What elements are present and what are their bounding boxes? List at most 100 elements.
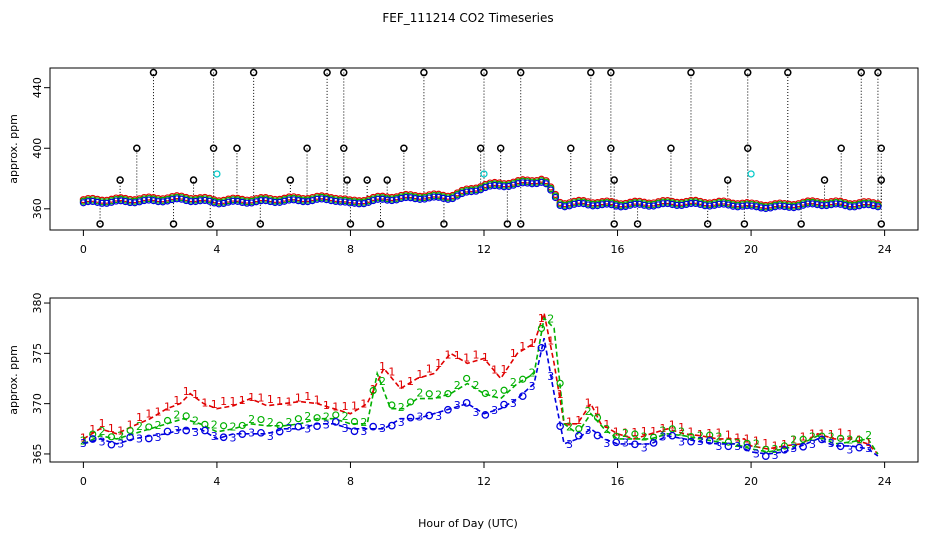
bottom-y-tick-label: 375 [31,343,44,364]
series3-point [874,203,882,211]
series3-point [355,200,363,208]
outlier-point [496,144,505,152]
series-1-marker: 1 [753,435,760,448]
series-2-marker: 2 [192,415,199,428]
series3-point [159,198,167,206]
series3-point [463,188,471,196]
series-3-point [574,431,583,440]
outlier-point [249,68,258,77]
series-1-marker: 1 [276,395,283,408]
outlier-point [480,68,488,77]
series-3-marker: 3 [229,432,236,445]
series3-point [495,182,503,190]
series-3-line [83,338,879,457]
series-2-point [593,413,602,422]
series-3-point [836,442,845,451]
series3-point [346,199,354,207]
series3-point [117,197,125,205]
series3-point [84,198,92,206]
series3-point [397,194,405,203]
series-2-marker: 2 [585,405,592,418]
series3-point [89,197,97,206]
series3-point [383,196,391,204]
series-2-point [406,398,415,406]
series-3-point [705,436,714,445]
series-2-marker: 2 [360,416,367,429]
series3-point [444,195,452,203]
series3-point [579,200,588,208]
series-3-point [556,422,564,431]
series-1-marker: 1 [575,414,582,427]
bottom-x-axis: 0 4 8 12 16 20 24 [80,462,892,488]
outlier-point [857,68,865,77]
series-2-marker: 2 [566,420,573,433]
series-1-marker: 1 [519,340,526,353]
series3-point [149,197,158,205]
series-3-marker: 3 [323,418,330,431]
series-2-point [799,435,807,443]
series-2-point [425,390,433,398]
series-2-point [388,401,396,409]
series3-point [598,201,606,209]
series-2-marker: 2 [641,430,648,443]
series3-point [729,202,737,210]
series3-point [687,199,695,208]
series3-point [822,201,831,210]
series-3-marker: 3 [678,436,685,449]
series-2-marker: 2 [117,430,124,443]
series3-point [575,199,583,207]
series3-point [252,198,260,206]
top-x-tick-label: 8 [347,243,354,256]
series3-point [710,201,718,209]
series3-point [603,200,611,208]
series3-point [229,197,237,205]
series-1-marker: 1 [239,394,246,407]
series-2-marker: 2 [659,424,666,437]
series-3-point [668,431,677,440]
bottom-y-tick-label: 365 [31,443,44,464]
figure-title: FEF_111214 CO2 Timeseries [382,11,553,25]
top-x-tick-label: 16 [611,243,625,256]
series3-point [220,199,228,208]
series3-point [860,201,868,209]
series-2-point [463,374,471,383]
series-1-marker: 1 [837,426,844,439]
series-2-marker: 2 [99,425,106,438]
bottom-y-axis-label: approx. ppm [7,345,20,415]
series-3-point [761,452,770,460]
series3-point [238,198,246,207]
series-1-marker: 1 [388,366,395,379]
series3-point [168,195,176,204]
series3-point [280,197,288,205]
outlier-point [233,144,241,152]
series-1-marker: 1 [229,395,236,408]
series-3-marker: 3 [248,426,255,439]
series3-point [682,200,690,209]
series3-point [720,200,728,208]
series3-point [607,201,616,209]
series-1-marker: 1 [538,312,545,325]
series-1-marker: 1 [641,425,648,438]
bottom-x-tick-label: 24 [878,475,892,488]
series-2-marker: 2 [379,375,386,388]
series-3-marker: 3 [603,437,610,450]
series-2-marker: 2 [772,443,779,456]
series-3-point [406,413,415,422]
outlier-point [516,68,525,77]
series-1-marker: 1 [846,428,853,441]
series-1-marker: 1 [818,428,825,441]
series-3-marker: 3 [809,438,816,451]
series3-point [692,199,700,208]
series-2-point [107,433,116,441]
series-1-marker: 1 [136,411,143,424]
series3-point [757,204,765,212]
series3-point [766,204,775,212]
series-2-marker: 2 [323,411,330,424]
series3-point [542,180,550,188]
series3-point [509,181,517,189]
outlier-point [797,220,805,228]
series-3-point [144,434,153,443]
series-3-marker: 3 [846,443,853,456]
outlier-point [149,68,158,77]
